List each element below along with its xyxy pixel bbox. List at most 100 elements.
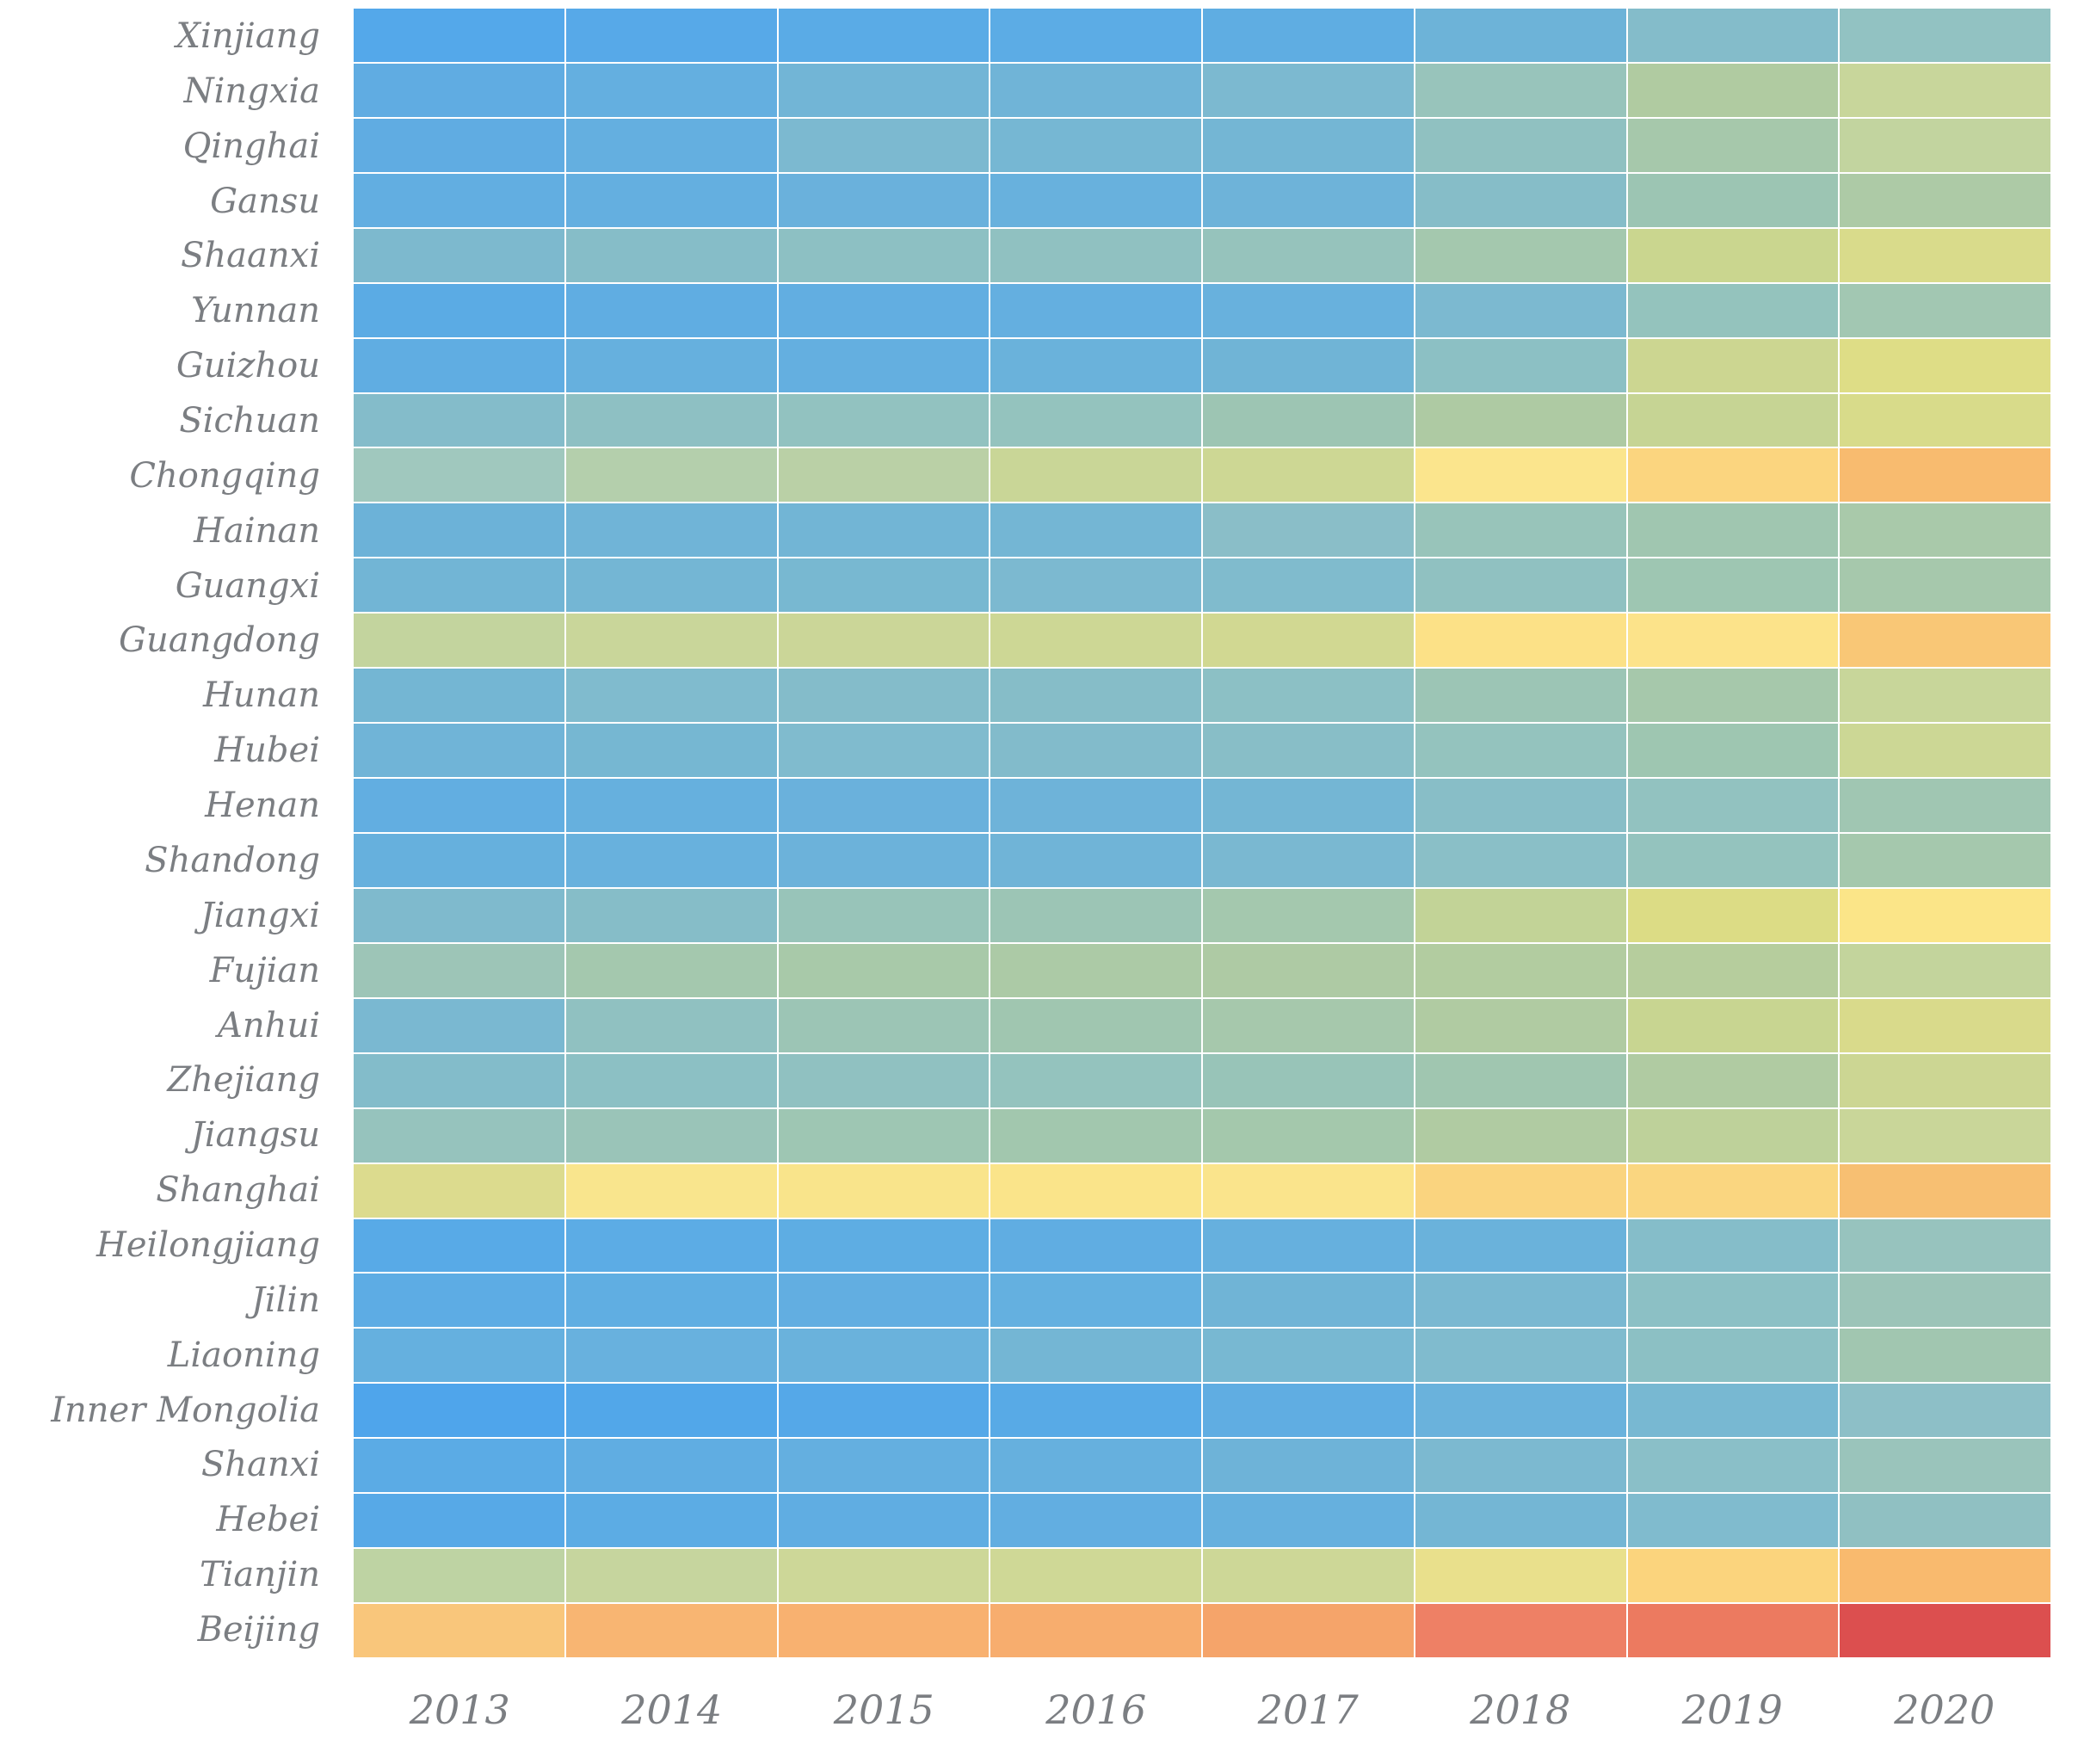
heatmap-cell-shanxi-2017 [1203,1439,1414,1493]
heatmap-cell-fujian-2016 [990,943,1201,997]
heatmap-cell-anhui-2015 [778,998,990,1052]
heatmap-cell-xinjiang-2013 [354,9,564,62]
heatmap-cell-shanghai-2013 [354,1163,564,1218]
heatmap-cell-hebei-2013 [354,1494,564,1548]
heatmap-cell-hebei-2020 [1840,1494,2050,1548]
heatmap-cell-jilin-2018 [1415,1274,1626,1328]
heatmap-cell-guangxi-2019 [1627,558,1839,613]
row-label-inner-mongolia: Inner Mongolia [51,1390,320,1430]
heatmap-cell-liaoning-2015 [778,1329,990,1383]
heatmap-cell-heilongjiang-2017 [1203,1218,1414,1273]
heatmap-cell-jiangsu-2018 [1415,1108,1626,1163]
heatmap-cell-heilongjiang-2020 [1840,1218,2050,1273]
heatmap-cell-ningxia-2015 [778,63,990,117]
heatmap-cell-jiangsu-2015 [778,1108,990,1163]
heatmap-cell-shaanxi-2013 [354,228,564,282]
heatmap-cell-guangdong-2019 [1627,614,1839,668]
heatmap-cell-henan-2015 [778,779,990,832]
heatmap-cell-hainan-2013 [354,503,564,558]
row-label-liaoning: Liaoning [167,1335,320,1375]
heatmap-cell-jiangxi-2015 [778,888,990,942]
heatmap-cell-ningxia-2014 [565,63,777,117]
heatmap-cell-heilongjiang-2019 [1627,1218,1839,1273]
heatmap-cell-henan-2016 [990,779,1201,832]
row-label-hubei: Hubei [214,731,320,771]
heatmap-cell-yunnan-2016 [990,283,1201,337]
heatmap-cell-ningxia-2013 [354,63,564,117]
heatmap-cell-anhui-2019 [1627,998,1839,1052]
heatmap-cell-liaoning-2016 [990,1329,1201,1383]
heatmap-cell-guizhou-2020 [1840,338,2050,392]
heatmap-cell-guizhou-2019 [1627,338,1839,392]
heatmap-cell-gansu-2019 [1627,173,1839,227]
heatmap-cell-chongqing-2013 [354,448,564,503]
heatmap-cell-ningxia-2019 [1627,63,1839,117]
heatmap-cell-jilin-2016 [990,1274,1201,1328]
heatmap-cell-guangdong-2018 [1415,614,1626,668]
heatmap-cell-gansu-2020 [1840,173,2050,227]
row-label-ningxia: Ningxia [183,71,320,111]
heatmap-cell-guangdong-2014 [565,614,777,668]
heatmap-cell-inner-mongolia-2020 [1840,1384,2050,1438]
heatmap-cell-hainan-2015 [778,503,990,558]
heatmap-cell-beijing-2016 [990,1604,1201,1657]
heatmap-cell-zhejiang-2017 [1203,1053,1414,1107]
heatmap-cell-gansu-2017 [1203,173,1414,227]
heatmap-cell-xinjiang-2020 [1840,9,2050,62]
heatmap-cell-qinghai-2015 [778,118,990,172]
heatmap-cell-fujian-2013 [354,943,564,997]
heatmap-cell-henan-2018 [1415,779,1626,832]
heatmap-cell-tianjin-2017 [1203,1549,1414,1603]
x-axis-label-2013: 2013 [409,1687,510,1733]
heatmap-cell-yunnan-2013 [354,283,564,337]
heatmap-cell-jilin-2014 [565,1274,777,1328]
heatmap-cell-jiangxi-2019 [1627,888,1839,942]
row-label-qinghai: Qinghai [182,126,320,166]
heatmap-cell-hunan-2013 [354,669,564,723]
heatmap-cell-guangxi-2014 [565,558,777,613]
heatmap-cell-shandong-2015 [778,834,990,887]
heatmap-cell-liaoning-2014 [565,1329,777,1383]
heatmap-cell-anhui-2020 [1840,998,2050,1052]
heatmap-cell-ningxia-2016 [990,63,1201,117]
row-label-guangdong: Guangdong [119,620,320,661]
heatmap-cell-henan-2017 [1203,779,1414,832]
heatmap-cell-zhejiang-2016 [990,1053,1201,1107]
heatmap-cell-shanghai-2019 [1627,1163,1839,1218]
heatmap-cell-tianjin-2015 [778,1549,990,1603]
heatmap-cell-guangxi-2016 [990,558,1201,613]
heatmap-cell-hainan-2016 [990,503,1201,558]
x-axis-label-2017: 2017 [1257,1687,1359,1733]
heatmap-cell-zhejiang-2013 [354,1053,564,1107]
heatmap-cell-inner-mongolia-2018 [1415,1384,1626,1438]
heatmap-cell-hunan-2019 [1627,669,1839,723]
heatmap-cell-hunan-2016 [990,669,1201,723]
heatmap-cell-shaanxi-2014 [565,228,777,282]
heatmap-cell-beijing-2015 [778,1604,990,1657]
heatmap-cell-shandong-2019 [1627,834,1839,887]
heatmap-cell-hubei-2018 [1415,724,1626,778]
heatmap-cell-zhejiang-2015 [778,1053,990,1107]
heatmap-cell-chongqing-2015 [778,448,990,503]
heatmap-cell-tianjin-2018 [1415,1549,1626,1603]
heatmap-cell-ningxia-2017 [1203,63,1414,117]
heatmap-cell-guizhou-2015 [778,338,990,392]
heatmap-cell-shanghai-2018 [1415,1163,1626,1218]
heatmap-cell-jilin-2019 [1627,1274,1839,1328]
heatmap-cell-chongqing-2018 [1415,448,1626,503]
heatmap-cell-liaoning-2018 [1415,1329,1626,1383]
heatmap-cell-shanghai-2016 [990,1163,1201,1218]
heatmap-cell-hebei-2018 [1415,1494,1626,1548]
heatmap-cell-shanghai-2014 [565,1163,777,1218]
heatmap-cell-sichuan-2019 [1627,393,1839,447]
row-label-jiangxi: Jiangxi [200,895,320,935]
heatmap-cell-qinghai-2014 [565,118,777,172]
row-label-shaanxi: Shaanxi [181,236,320,276]
heatmap-cell-hebei-2019 [1627,1494,1839,1548]
heatmap-cell-hebei-2014 [565,1494,777,1548]
heatmap-cell-heilongjiang-2014 [565,1218,777,1273]
heatmap-cell-liaoning-2017 [1203,1329,1414,1383]
heatmap-cell-xinjiang-2019 [1627,9,1839,62]
heatmap-cell-qinghai-2020 [1840,118,2050,172]
heatmap-cell-shanxi-2014 [565,1439,777,1493]
